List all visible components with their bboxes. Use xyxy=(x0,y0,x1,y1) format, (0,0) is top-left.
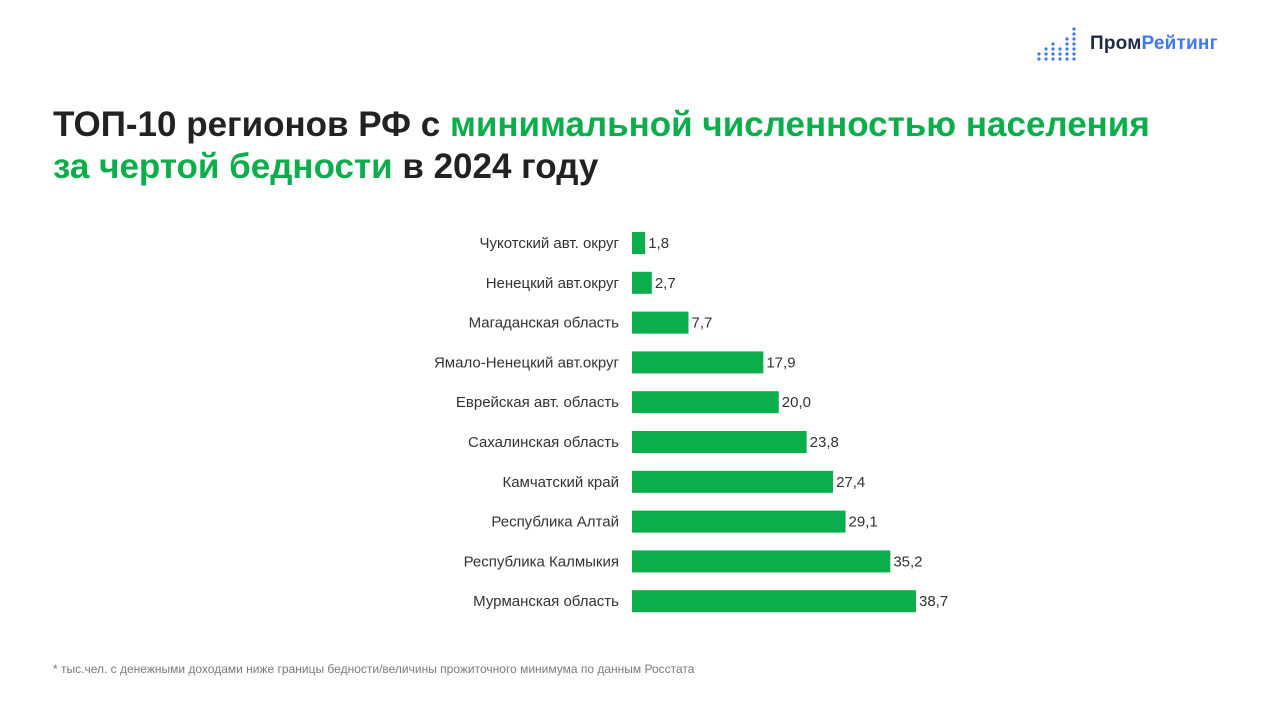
brand-logo: ПромРейтинг xyxy=(1036,26,1218,62)
bar xyxy=(632,470,834,493)
value-label: 7,7 xyxy=(692,315,713,332)
category-label: Республика Алтай xyxy=(491,514,619,531)
bar xyxy=(632,311,689,334)
category-label: Мурманская область xyxy=(473,593,619,610)
bar xyxy=(632,351,764,374)
title-highlight1: минимальной численностью населения xyxy=(449,105,1150,144)
category-label: Еврейская авт. область xyxy=(456,394,619,411)
value-label: 17,9 xyxy=(766,354,795,371)
title-part1: ТОП-10 регионов РФ с xyxy=(53,105,450,144)
category-label: Магаданская область xyxy=(469,315,620,332)
bar xyxy=(632,232,646,254)
bar-dots-logo-icon xyxy=(1037,27,1076,61)
category-label: Ненецкий авт.округ xyxy=(486,275,620,292)
bar xyxy=(632,271,652,294)
category-label: Чукотский авт. округ xyxy=(479,235,619,252)
value-label: 35,2 xyxy=(893,553,922,570)
category-label: Камчатский край xyxy=(502,474,619,491)
value-label: 2,7 xyxy=(655,275,676,292)
title-highlight2: за чертой бедности xyxy=(53,147,393,186)
value-label: 1,8 xyxy=(648,235,669,252)
bar-chart: Чукотский авт. округ 1,8 Ненецкий авт.окру… xyxy=(434,232,948,613)
bar xyxy=(632,510,846,533)
brand-name-part2: Рейтинг xyxy=(1141,33,1218,54)
category-label: Сахалинская область xyxy=(468,434,619,451)
brand-name-part1: Пром xyxy=(1090,33,1142,54)
category-label: Ямало-Ненецкий авт.округ xyxy=(434,354,620,371)
category-label: Республика Калмыкия xyxy=(464,553,619,570)
title-part2: в 2024 году xyxy=(392,147,599,186)
bar xyxy=(632,550,891,573)
brand-name: ПромРейтинг xyxy=(1090,33,1218,55)
value-label: 27,4 xyxy=(836,474,865,491)
bar xyxy=(632,391,779,414)
value-label: 38,7 xyxy=(919,593,948,610)
value-label: 23,8 xyxy=(810,434,839,451)
page-title: ТОП-10 регионов РФ с минимальной численн… xyxy=(53,104,1233,188)
bar xyxy=(632,590,916,613)
footnote: * тыс.чел. с денежными доходами ниже гра… xyxy=(53,662,695,676)
bar xyxy=(632,431,807,453)
value-label: 29,1 xyxy=(849,514,878,531)
value-label: 20,0 xyxy=(782,394,811,411)
